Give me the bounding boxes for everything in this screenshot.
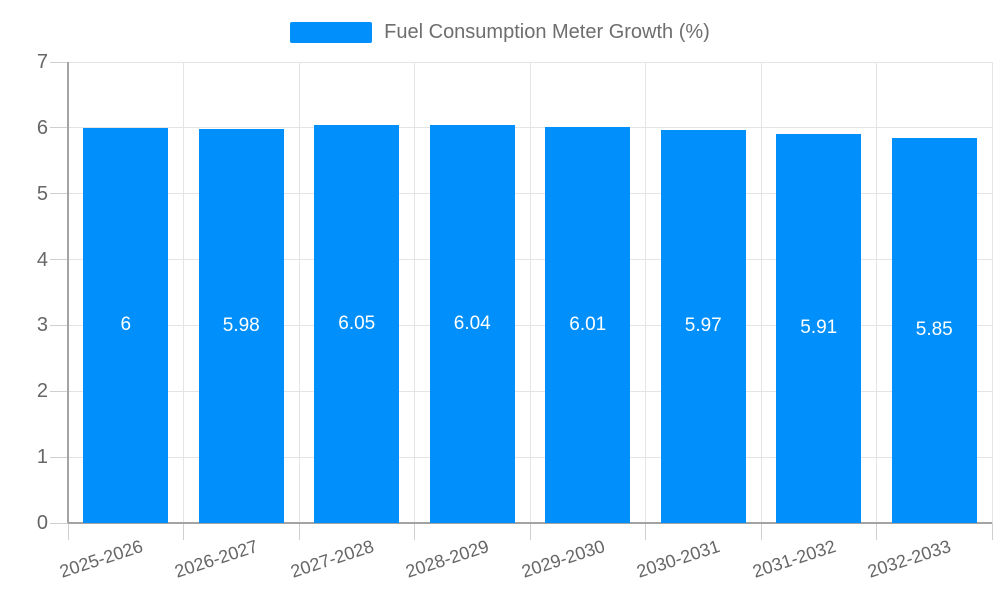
bar-value-label: 6.01 [569, 314, 607, 336]
y-tick [50, 61, 68, 63]
x-tick [298, 523, 300, 540]
bar [83, 127, 169, 523]
bar-value-label: 5.91 [800, 317, 838, 339]
x-axis-label: 2026-2027 [172, 536, 261, 582]
x-tick [67, 523, 69, 540]
bar-value-label: 5.98 [222, 315, 260, 337]
bar-value-label: 6.05 [338, 312, 376, 334]
x-tick [414, 523, 415, 540]
x-axis-line [68, 522, 992, 524]
y-tick [50, 193, 68, 195]
bar [429, 125, 515, 523]
x-axis-label: 2027-2028 [287, 536, 376, 582]
gridline-v [298, 62, 300, 523]
gridline-v [991, 62, 993, 523]
bar-value-label: 6.04 [453, 313, 491, 335]
y-axis-line [67, 62, 69, 523]
y-axis-label: 6 [36, 116, 48, 139]
x-axis-label: 2032-2033 [865, 536, 954, 582]
y-tick [50, 259, 68, 261]
bar-value-label: 6 [120, 314, 132, 336]
gridline-v [645, 62, 646, 523]
bar-value-label: 5.97 [684, 315, 722, 337]
legend-swatch [290, 22, 373, 43]
x-axis-label: 2029-2030 [518, 536, 607, 582]
y-axis-label: 3 [36, 314, 48, 337]
gridline-v [876, 62, 877, 523]
x-tick [760, 523, 762, 540]
bar [198, 129, 284, 523]
gridline-v [183, 62, 184, 523]
x-axis-label: 2028-2029 [403, 536, 492, 582]
y-axis-label: 5 [36, 182, 48, 205]
bar [776, 133, 862, 523]
bar [545, 127, 631, 523]
y-axis-label: 7 [36, 51, 48, 73]
bar [660, 129, 746, 523]
bar-value-label: 5.85 [915, 319, 953, 341]
y-axis-label: 1 [36, 446, 48, 469]
x-tick [645, 523, 646, 540]
x-tick [991, 523, 993, 540]
bar [314, 124, 400, 523]
y-axis-label: 4 [36, 248, 48, 271]
x-axis-label: 2025-2026 [56, 536, 145, 582]
y-tick [50, 127, 68, 129]
y-axis-label: 0 [36, 512, 48, 534]
y-tick [50, 390, 68, 392]
gridline-v [414, 62, 415, 523]
gridline-v [760, 62, 762, 523]
bar [891, 137, 977, 523]
x-tick [876, 523, 877, 540]
legend-label: Fuel Consumption Meter Growth (%) [384, 21, 710, 43]
y-tick [50, 324, 68, 326]
x-axis-label: 2030-2031 [634, 536, 723, 582]
gridline-v [529, 62, 531, 523]
y-axis-label: 2 [36, 380, 48, 403]
chart-legend[interactable]: Fuel Consumption Meter Growth (%) [0, 21, 1000, 44]
y-tick [50, 522, 68, 524]
x-axis-label: 2031-2032 [749, 536, 838, 582]
x-tick [183, 523, 184, 540]
x-tick [529, 523, 531, 540]
y-tick [50, 456, 68, 458]
